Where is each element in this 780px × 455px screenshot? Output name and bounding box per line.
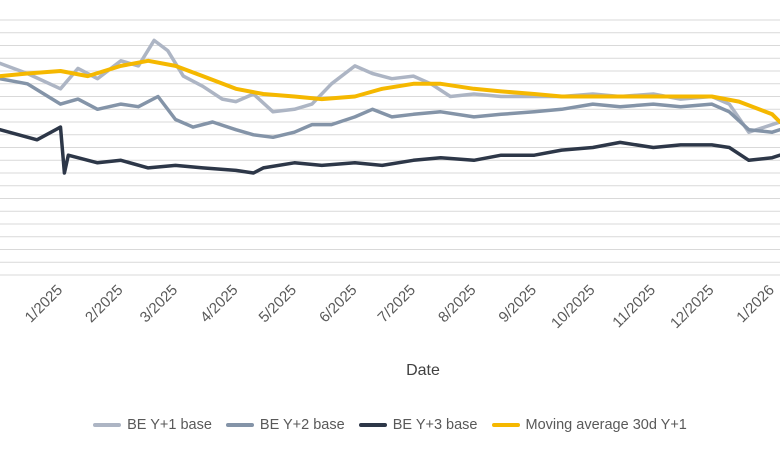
legend-item: BE Y+3 base — [358, 417, 478, 433]
legend-swatch — [225, 423, 254, 427]
series-line-3 — [0, 125, 780, 175]
legend-item: Moving average 30d Y+1 — [491, 417, 687, 433]
legend-item: BE Y+1 base — [93, 417, 212, 433]
legend-swatch — [491, 423, 520, 427]
legend-item: BE Y+2 base — [225, 417, 345, 433]
legend-label: Moving average 30d Y+1 — [525, 417, 687, 433]
x-axis-tick-labels: 1/2025 2/2025 3/2025 4/2025 5/2025 6/2025 7/20… — [22, 282, 778, 332]
x-tick-label: 11/2025 — [609, 282, 659, 332]
x-tick-label: 1/2025 — [22, 282, 66, 326]
legend-swatch — [93, 423, 122, 427]
x-tick-label: 9/2025 — [495, 282, 539, 326]
x-tick-label: 7/2025 — [375, 282, 419, 326]
x-tick-label: 3/2025 — [137, 282, 181, 326]
x-tick-label: 12/2025 — [667, 282, 717, 332]
series-lines — [0, 38, 780, 175]
legend: BE Y+1 base BE Y+2 base BE Y+3 base Moving … — [0, 413, 780, 437]
legend-label: BE Y+2 base — [259, 417, 345, 433]
series-line-4 — [0, 58, 780, 124]
x-tick-label: 4/2025 — [197, 282, 241, 326]
series-line-1 — [0, 38, 780, 134]
x-axis-title: Date — [406, 362, 440, 379]
gridlines — [0, 19, 780, 276]
legend-label: BE Y+3 base — [392, 417, 478, 433]
x-tick-label: 10/2025 — [548, 282, 598, 332]
x-tick-label: 5/2025 — [256, 282, 300, 326]
legend-swatch — [358, 423, 387, 427]
legend-label: BE Y+1 base — [127, 417, 212, 433]
x-tick-label: 2/2025 — [82, 282, 126, 326]
series-line-2 — [0, 76, 780, 140]
x-tick-label: 1/2026 — [733, 282, 777, 326]
x-tick-label: 6/2025 — [316, 282, 360, 326]
x-tick-label: 8/2025 — [435, 282, 479, 326]
